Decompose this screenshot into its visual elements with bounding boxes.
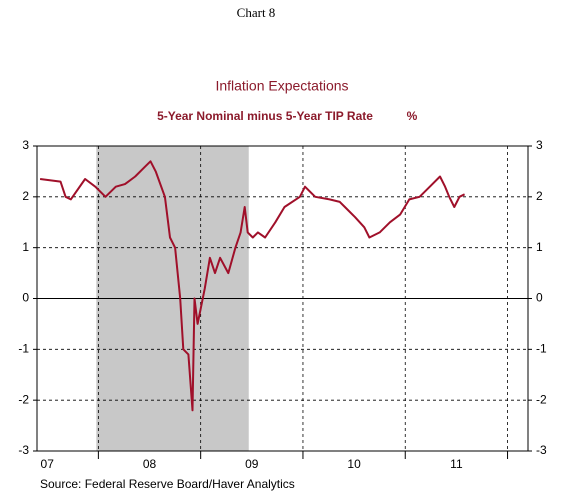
chart-title: Inflation Expectations <box>215 78 348 94</box>
x-tick-label: 10 <box>347 457 361 471</box>
y2-tick-label: 3 <box>536 138 543 152</box>
plot-frame <box>36 145 529 452</box>
series-line <box>39 160 466 412</box>
y-tick-label: -2 <box>18 392 29 406</box>
chart-header: Chart 8 <box>237 5 276 20</box>
y2-tick-label: -3 <box>536 443 547 457</box>
chart-subtitle: 5-Year Nominal minus 5-Year TIP Rate <box>157 109 373 123</box>
y-tick-label: 1 <box>22 240 29 254</box>
y-tick-label: 3 <box>22 138 29 152</box>
y2-tick-label: 0 <box>536 291 543 305</box>
y2-tick-label: 2 <box>536 189 543 203</box>
y-tick-label: -1 <box>18 342 29 356</box>
x-tick-label: 08 <box>143 457 157 471</box>
source-note: Source: Federal Reserve Board/Haver Anal… <box>40 477 295 491</box>
x-tick-label: 11 <box>450 457 463 471</box>
y2-tick-label: 1 <box>536 240 543 254</box>
y2-tick-label: -2 <box>536 392 547 406</box>
unit-label: % <box>407 109 418 123</box>
y2-tick-label: -1 <box>536 342 547 356</box>
y-tick-label: -3 <box>18 443 29 457</box>
y-tick-label: 2 <box>22 189 29 203</box>
x-tick-label: 09 <box>245 457 259 471</box>
x-tick-label: 07 <box>41 457 55 471</box>
y-tick-label: 0 <box>22 291 29 305</box>
